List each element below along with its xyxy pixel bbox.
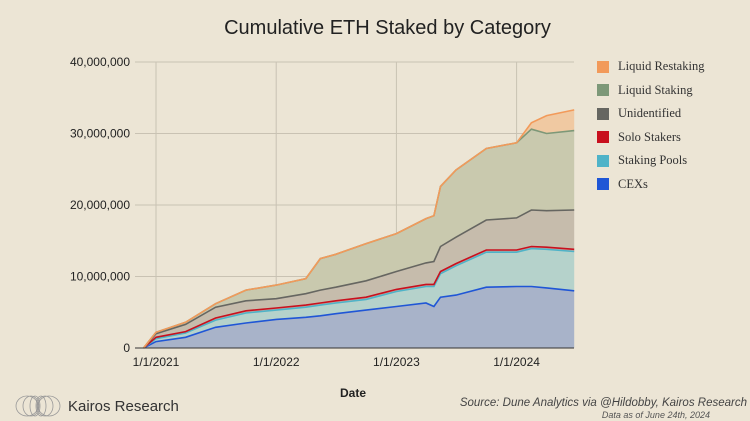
legend-swatch <box>597 84 609 97</box>
y-tick-label: 10,000,000 <box>70 270 130 284</box>
legend-item-liquid-restaking: Liquid Restaking <box>597 55 704 79</box>
legend-label: CEXs <box>618 176 648 191</box>
legend-item-liquid-staking: Liquid Staking <box>597 79 704 103</box>
line-solo-stakers <box>142 245 575 349</box>
line-unidentified <box>142 209 575 349</box>
line-staking-pools <box>143 247 575 349</box>
area-staking-pools <box>143 248 575 348</box>
area-unidentified <box>143 210 575 348</box>
x-tick-label: 1/1/2021 <box>133 355 180 369</box>
legend-swatch <box>597 154 609 167</box>
legend-swatch <box>597 131 609 144</box>
area-liquid-staking <box>143 129 575 348</box>
legend-swatch <box>597 107 609 120</box>
x-tick-label: 1/1/2023 <box>373 355 420 369</box>
line-liquid-restaking <box>142 109 575 349</box>
legend: Liquid Restaking Liquid Staking Unidenti… <box>597 55 704 196</box>
line-cexs <box>143 285 575 349</box>
legend-label: Liquid Staking <box>618 82 693 97</box>
legend-swatch <box>597 60 609 73</box>
area-cexs <box>143 286 575 348</box>
legend-item-unidentified: Unidentified <box>597 102 704 126</box>
y-tick-label: 0 <box>123 341 130 355</box>
kairos-logo: Kairos Research <box>14 395 179 417</box>
legend-label: Solo Stakers <box>618 129 681 144</box>
data-as-of-note: Data as of June 24th, 2024 <box>601 410 710 420</box>
legend-label: Unidentified <box>618 106 682 121</box>
kairos-logo-icon <box>15 395 61 417</box>
chart-title: Cumulative ETH Staked by Category <box>224 17 551 39</box>
brand-name: Kairos Research <box>68 397 179 415</box>
y-tick-label: 40,000,000 <box>70 55 130 69</box>
legend-swatch <box>597 178 609 191</box>
legend-label: Liquid Restaking <box>618 59 705 74</box>
x-axis-label: Date <box>340 386 367 400</box>
legend-item-cexs: CEXs <box>597 173 704 197</box>
legend-label: Staking Pools <box>618 153 688 168</box>
legend-item-solo-stakers: Solo Stakers <box>597 126 704 150</box>
source-note: Source: Dune Analytics via @Hildobby, Ka… <box>459 397 747 409</box>
x-tick-label: 1/1/2024 <box>493 355 540 369</box>
y-tick-label: 30,000,000 <box>70 127 130 141</box>
y-tick-label: 20,000,000 <box>70 198 130 212</box>
legend-item-staking-pools: Staking Pools <box>597 149 704 173</box>
x-tick-label: 1/1/2022 <box>253 355 300 369</box>
